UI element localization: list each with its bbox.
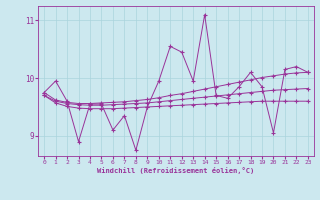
X-axis label: Windchill (Refroidissement éolien,°C): Windchill (Refroidissement éolien,°C) — [97, 167, 255, 174]
